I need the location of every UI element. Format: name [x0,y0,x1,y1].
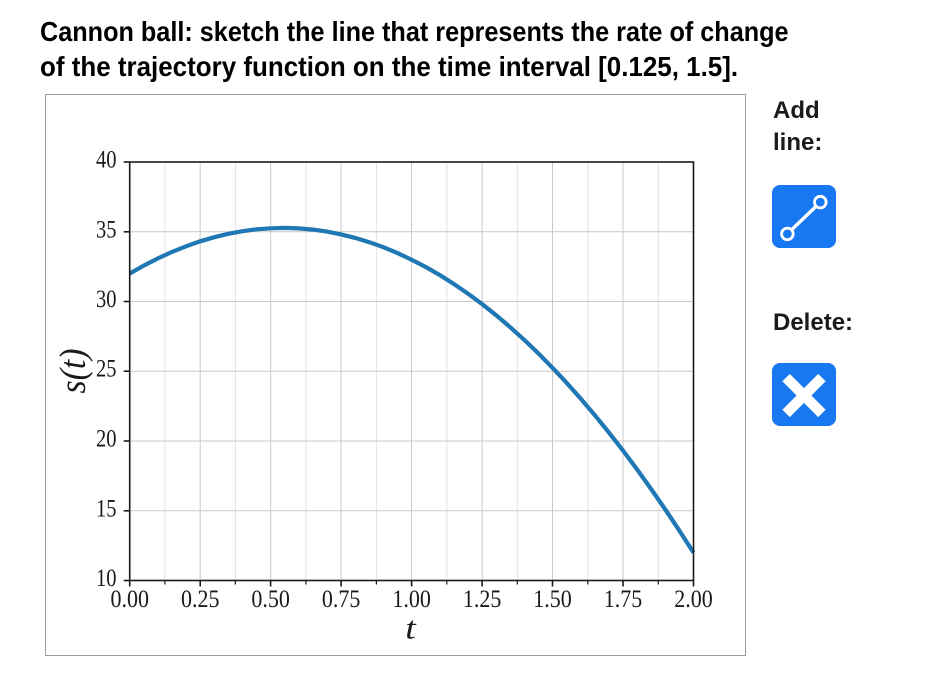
svg-text:10: 10 [96,565,117,592]
svg-text:15: 15 [96,495,117,522]
svg-text:40: 40 [96,147,117,174]
svg-text:s(t): s(t) [52,349,93,394]
svg-text:2.00: 2.00 [674,586,713,613]
svg-text:0.25: 0.25 [181,586,220,613]
svg-text:20: 20 [96,426,117,453]
svg-text:35: 35 [96,216,117,243]
svg-text:t: t [405,610,417,646]
svg-text:0.50: 0.50 [251,586,290,613]
svg-text:1.75: 1.75 [604,586,643,613]
svg-text:1.00: 1.00 [392,586,431,613]
svg-text:0.75: 0.75 [322,586,361,613]
svg-text:25: 25 [96,356,117,383]
svg-text:30: 30 [96,286,117,313]
svg-text:1.50: 1.50 [533,586,572,613]
svg-text:0.00: 0.00 [110,586,149,613]
svg-text:1.25: 1.25 [463,586,502,613]
